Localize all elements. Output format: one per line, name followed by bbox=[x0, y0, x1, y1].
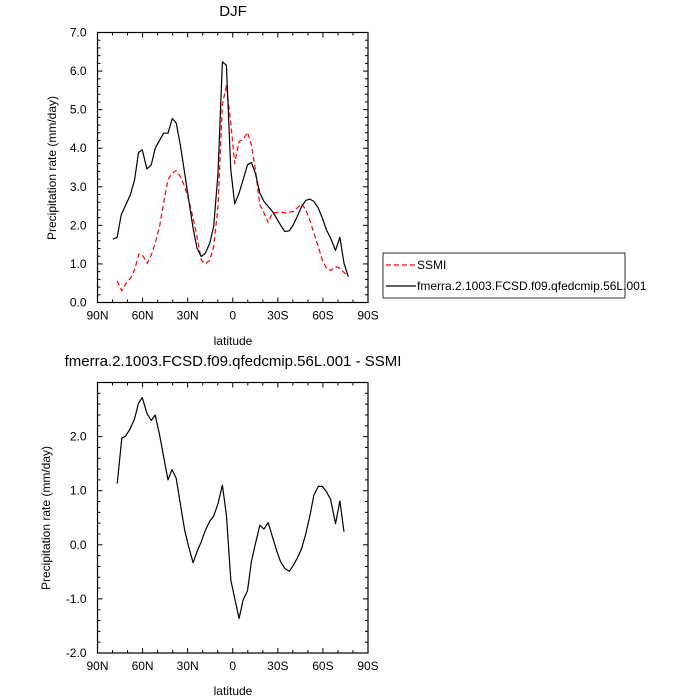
x-tick-label: 0 bbox=[229, 659, 236, 673]
y-tick-label: 0.0 bbox=[70, 538, 87, 552]
legend: SSMI fmerra.2.1003.FCSD.f09.qfedcmip.56L… bbox=[382, 252, 647, 299]
y-tick-label: -2.0 bbox=[66, 646, 87, 660]
series-line-fmerra-2-1003-fcsd-f09-qfedcmip-56l-001 bbox=[112, 61, 349, 277]
bottom-panel-difference: fmerra.2.1003.FCSD.f09.qfedcmip.56L.001 … bbox=[39, 353, 401, 698]
x-tick-label: 30S bbox=[267, 659, 288, 673]
bottom-x-axis-label: latitude bbox=[214, 684, 253, 698]
x-tick-label: 90S bbox=[357, 659, 378, 673]
x-tick-label: 30N bbox=[177, 659, 199, 673]
x-tick-label: 60S bbox=[312, 309, 333, 323]
x-tick-label: 30N bbox=[177, 309, 199, 323]
y-tick-label: 0.0 bbox=[70, 296, 87, 310]
plot-frame bbox=[96, 31, 369, 304]
x-tick-label: 90N bbox=[86, 659, 108, 673]
x-tick-label: 60S bbox=[312, 659, 333, 673]
series-line-ssmi bbox=[116, 85, 348, 292]
top-y-axis-label: Precipitation rate (mm/day) bbox=[45, 96, 59, 240]
x-tick-label: 90N bbox=[86, 309, 108, 323]
legend-label-model: fmerra.2.1003.FCSD.f09.qfedcmip.56L.001 bbox=[417, 279, 647, 293]
x-tick-label: 60N bbox=[132, 309, 154, 323]
y-tick-label: -1.0 bbox=[66, 592, 87, 606]
x-tick-label: 90S bbox=[357, 309, 378, 323]
x-tick-label: 60N bbox=[132, 659, 154, 673]
bottom-y-axis-label: Precipitation rate (mm/day) bbox=[39, 446, 53, 590]
y-tick-label: 2.0 bbox=[70, 218, 87, 232]
x-tick-label: 0 bbox=[229, 309, 236, 323]
top-panel-djf: DJF latitude Precipitation rate (mm/day)… bbox=[45, 3, 647, 348]
legend-box bbox=[382, 252, 626, 299]
x-tick-label: 30S bbox=[267, 309, 288, 323]
top-chart-title: DJF bbox=[219, 3, 247, 20]
y-tick-label: 1.0 bbox=[70, 484, 87, 498]
bottom-chart-title: fmerra.2.1003.FCSD.f09.qfedcmip.56L.001 … bbox=[65, 353, 402, 370]
y-tick-label: 2.0 bbox=[70, 430, 87, 444]
y-tick-label: 5.0 bbox=[70, 103, 87, 117]
y-tick-label: 7.0 bbox=[70, 26, 87, 40]
y-tick-label: 6.0 bbox=[70, 64, 87, 78]
top-x-axis-label: latitude bbox=[214, 334, 253, 348]
y-tick-label: 4.0 bbox=[70, 141, 87, 155]
plot-frame bbox=[96, 381, 369, 654]
y-tick-label: 1.0 bbox=[70, 257, 87, 271]
y-tick-label: 3.0 bbox=[70, 180, 87, 194]
series-line-difference bbox=[116, 397, 345, 620]
legend-label-ssmi: SSMI bbox=[417, 258, 446, 272]
